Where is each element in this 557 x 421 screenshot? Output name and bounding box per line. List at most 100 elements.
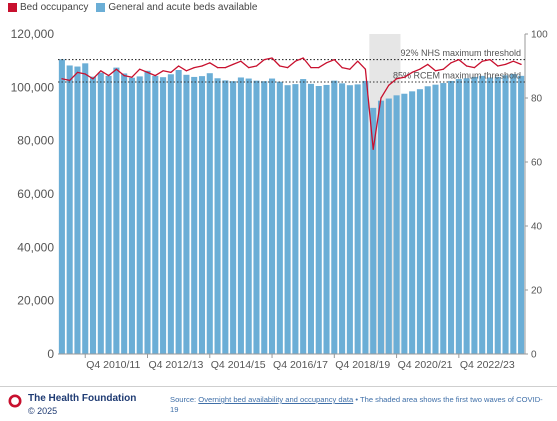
reference-label-rcem: 85% RCEM maximum threshold [393,71,521,81]
point-bed-occupancy [271,57,273,59]
y-tick-label-left: 20,000 [17,294,54,308]
x-tick-label: Q4 2018/19 [335,359,390,371]
bar-beds [323,84,330,354]
point-bed-occupancy [364,68,367,70]
x-tick-label: Q4 2012/13 [149,359,204,371]
bar-beds [354,84,361,355]
y-tick-label-left: 40,000 [17,240,54,254]
x-tick-label: Q4 2010/11 [86,359,140,371]
point-bed-occupancy [279,65,281,67]
bar-beds [58,59,65,354]
bar-beds [97,72,104,355]
bar-beds [214,78,221,355]
bar-beds [362,80,369,354]
legend-label-occupancy: Bed occupancy [20,2,89,13]
bar-beds [113,67,120,354]
legend-swatch-beds [96,3,106,12]
point-bed-occupancy [380,97,382,99]
point-bed-occupancy [287,67,289,69]
point-bed-occupancy [178,65,180,67]
point-bed-occupancy [154,75,156,77]
bar-beds [74,66,81,355]
point-bed-occupancy [92,78,94,80]
bar-beds [300,79,307,355]
point-bed-occupancy [357,60,359,62]
bar-beds [253,80,260,355]
bar-beds [276,81,283,354]
bar-beds [136,76,143,355]
bar-beds [331,80,338,355]
point-bed-occupancy [263,59,265,61]
y-tick-label-right: 100 [531,30,548,41]
point-bed-occupancy [294,60,296,62]
bar-beds [346,85,353,354]
point-bed-occupancy [318,67,320,69]
bar-beds [424,86,431,355]
y-tick-label-left: 100,000 [11,80,55,94]
point-bed-occupancy [76,71,79,73]
point-bed-occupancy [193,67,195,69]
legend-item-occupancy: Bed occupancy [8,2,88,13]
point-bed-occupancy [427,63,429,65]
bar-beds [191,76,198,354]
point-bed-occupancy [489,59,491,61]
line-bed-occupancy [61,57,522,150]
bar-beds [89,76,97,355]
bar-beds [440,83,447,355]
bar-beds [448,80,455,354]
bar-beds [128,77,135,354]
source-suffix: • The shaded area shows the first two wa… [170,395,543,414]
legend-label-beds: General and acute beds available [108,2,258,13]
point-bed-occupancy [248,67,250,69]
point-bed-occupancy [388,84,390,86]
point-bed-occupancy [146,71,149,73]
bar-beds [315,86,322,354]
source-link[interactable]: Overnight bed availability and occupancy… [198,395,354,404]
y-tick-label-left: 60,000 [17,187,54,201]
bar-beds [206,73,213,354]
bar-beds [401,93,408,354]
org-name: The Health Foundation [28,393,137,404]
point-bed-occupancy [434,70,437,72]
point-bed-occupancy [162,70,164,72]
point-bed-occupancy [170,71,172,73]
y-tick-label-left: 80,000 [17,134,54,148]
bar-beds [144,70,151,355]
bar-beds [82,63,89,354]
x-tick-label: Q4 2022/23 [460,359,515,371]
point-bed-occupancy [403,76,405,78]
y-tick-label-right: 20 [531,286,543,297]
bar-beds [152,75,159,354]
point-bed-occupancy [201,65,203,67]
point-bed-occupancy [61,78,63,80]
bar-beds [432,84,439,355]
brand: The Health Foundation © 2025 [8,393,136,417]
bar-beds [479,75,486,354]
point-bed-occupancy [372,148,374,150]
point-bed-occupancy [497,65,499,67]
health-foundation-logo-icon [8,394,22,408]
bar-beds [167,74,174,355]
point-bed-occupancy [84,73,86,75]
point-bed-occupancy [185,70,188,72]
bar-beds [377,100,385,355]
point-bed-occupancy [442,68,444,70]
point-bed-occupancy [325,62,328,64]
x-tick-label: Q4 2016/17 [273,359,328,371]
bar-beds [269,78,276,355]
point-bed-occupancy [310,67,312,69]
point-bed-occupancy [209,62,211,64]
point-bed-occupancy [100,70,102,72]
bar-beds [471,76,478,354]
legend-swatch-occupancy [8,3,17,12]
bar-beds [183,74,190,355]
y-tick-label-left: 120,000 [11,27,55,41]
bar-beds [237,77,244,354]
point-bed-occupancy [512,60,514,62]
bar-beds [463,78,470,355]
point-bed-occupancy [139,68,141,70]
point-bed-occupancy [333,59,335,61]
bar-beds [307,83,314,354]
chart: 0 20,000 40,000 60,000 80,000 100,000 120,000 0… [11,27,549,371]
y-tick-label-right: 0 [531,350,537,361]
